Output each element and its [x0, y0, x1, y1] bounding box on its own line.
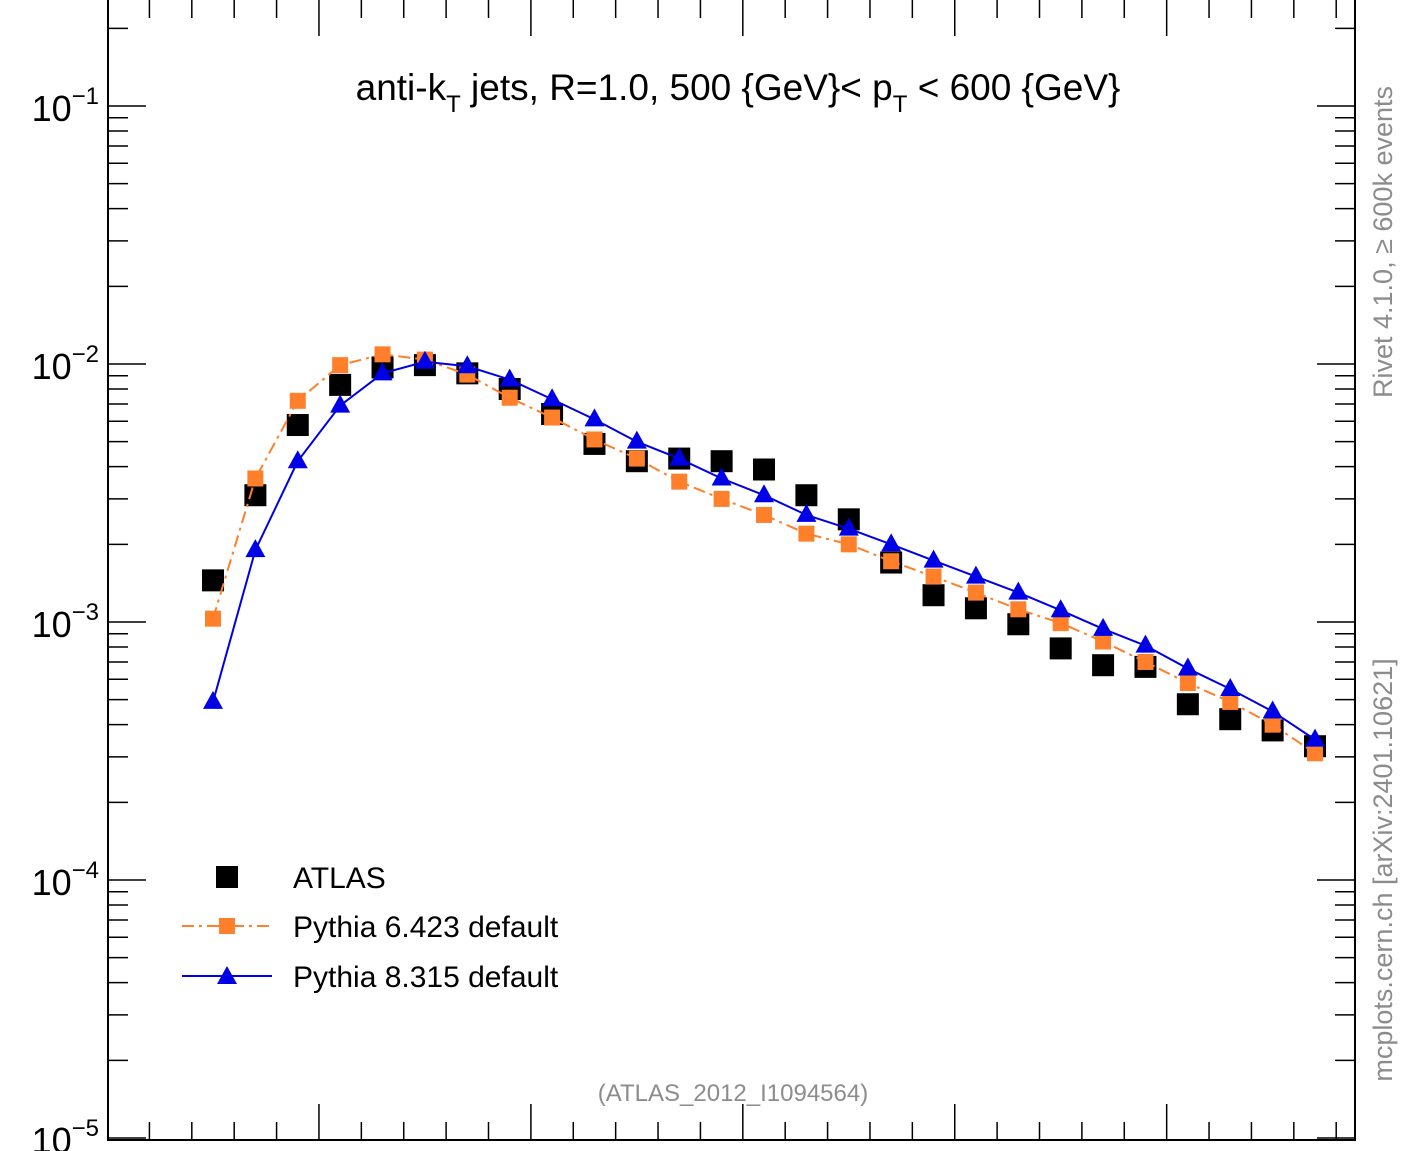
series-1 — [202, 354, 1327, 758]
y-tick-label: 10−1 — [32, 83, 99, 129]
data-point — [1222, 693, 1239, 710]
data-point — [1093, 617, 1114, 636]
data-point — [205, 610, 221, 627]
series-line — [212, 353, 1316, 755]
data-point — [1092, 654, 1115, 677]
legend-label-pythia6: Pythia 6.423 default — [293, 911, 559, 944]
axis-ticks — [108, 0, 1355, 1140]
data-point — [1050, 599, 1071, 618]
title-part-1: anti-k — [356, 67, 447, 108]
y-tick-label: 10−2 — [32, 341, 99, 387]
y-tick-label: 10−3 — [32, 599, 99, 645]
data-point — [286, 414, 309, 437]
data-point — [457, 355, 478, 374]
series-layer — [202, 346, 1327, 762]
data-point — [1179, 675, 1196, 692]
legend-marker-atlas — [216, 866, 238, 888]
legend-marker-pythia6 — [219, 918, 235, 934]
legend-marker-pythia8 — [217, 966, 237, 984]
data-point — [374, 346, 391, 363]
data-point — [1008, 581, 1029, 600]
data-point — [1135, 634, 1156, 653]
legend-label-atlas: ATLAS — [293, 862, 386, 895]
data-point — [203, 690, 223, 709]
data-point — [756, 506, 773, 523]
data-point — [1007, 613, 1030, 636]
data-point — [754, 484, 775, 503]
data-point — [796, 503, 817, 522]
data-point — [501, 389, 518, 406]
data-point — [925, 568, 942, 585]
data-point — [883, 553, 900, 570]
data-point — [372, 362, 393, 381]
series-3 — [203, 350, 1326, 747]
title-sub-1: T — [446, 91, 461, 118]
title-part-3: < 600 {GeV} — [907, 67, 1120, 108]
data-point — [1176, 693, 1199, 716]
data-point — [1137, 653, 1154, 670]
data-point — [711, 467, 732, 486]
series-2 — [205, 346, 1324, 762]
data-point — [1219, 708, 1242, 731]
data-point — [669, 447, 690, 466]
data-point — [289, 392, 306, 409]
data-point — [287, 450, 308, 469]
side-label-rivet: Rivet 4.1.0, ≥ 600k events — [1368, 86, 1398, 398]
data-point — [628, 450, 645, 467]
data-point — [967, 584, 984, 601]
title-sub-2: T — [893, 91, 908, 118]
data-point — [1220, 677, 1241, 696]
data-point — [840, 536, 857, 553]
data-point — [1095, 633, 1112, 650]
data-point — [247, 470, 264, 487]
data-point — [1264, 716, 1281, 733]
y-tick-label: 10−5 — [32, 1115, 99, 1151]
data-point — [1307, 745, 1324, 762]
data-point — [1010, 601, 1027, 618]
plot-border — [107, 0, 1356, 1141]
chart-title: anti-kT jets, R=1.0, 500 {GeV}< pT < 600… — [356, 67, 1121, 118]
data-point — [1262, 700, 1283, 719]
y-tick-labels: 10−1 10−2 10−3 10−4 10−5 — [32, 83, 99, 1151]
data-point — [965, 565, 986, 584]
data-point — [586, 431, 603, 448]
data-point — [713, 490, 730, 507]
data-point — [332, 357, 349, 374]
data-point — [329, 373, 352, 396]
data-point — [838, 517, 859, 536]
data-point — [244, 484, 267, 507]
data-point — [330, 394, 351, 413]
legend-label-pythia8: Pythia 8.315 default — [293, 961, 559, 994]
data-point — [1052, 615, 1069, 632]
title-part-2: jets, R=1.0, 500 {GeV}< p — [461, 67, 893, 108]
analysis-reference: (ATLAS_2012_I1094564) — [598, 1080, 868, 1107]
data-point — [1305, 728, 1326, 747]
data-point — [753, 458, 776, 481]
data-point — [202, 569, 224, 592]
data-point — [1177, 657, 1198, 676]
y-tick-label: 10−4 — [32, 857, 99, 903]
series-line — [212, 360, 1316, 741]
data-point — [544, 409, 561, 426]
data-point — [542, 388, 563, 407]
data-point — [414, 350, 435, 369]
data-point — [922, 584, 945, 607]
data-point — [798, 525, 815, 542]
side-label-mcplots: mcplots.cern.ch [arXiv:2401.10621] — [1368, 658, 1398, 1081]
data-point — [964, 597, 987, 620]
data-point — [626, 430, 647, 449]
legend: ATLAS Pythia 6.423 default Pythia 8.315 … — [182, 862, 559, 994]
data-point — [1049, 637, 1072, 660]
data-point — [499, 368, 520, 387]
data-point — [881, 533, 902, 552]
data-point — [584, 408, 605, 427]
data-point — [795, 484, 818, 507]
data-point — [245, 539, 266, 558]
data-point — [710, 450, 733, 473]
data-point — [671, 473, 688, 490]
plot-frame — [107, 0, 1356, 1141]
data-point — [923, 549, 944, 568]
